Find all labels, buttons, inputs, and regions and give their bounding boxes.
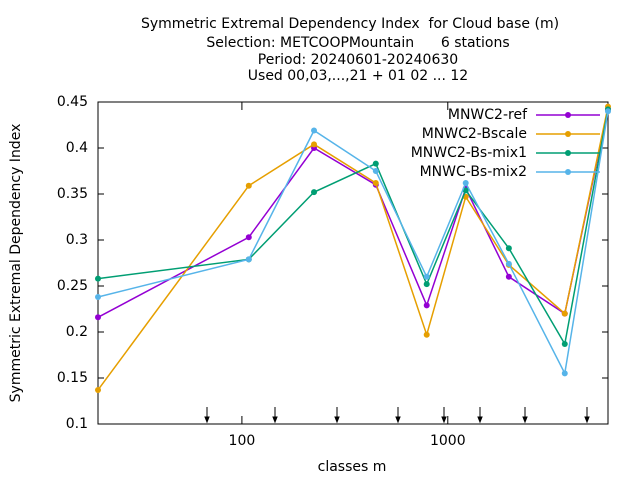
legend-label: MNWC2-ref bbox=[448, 107, 528, 123]
point bbox=[605, 108, 611, 115]
point bbox=[505, 260, 512, 267]
y-tick-label: 0.35 bbox=[57, 186, 88, 202]
legend-marker bbox=[565, 112, 571, 118]
point bbox=[372, 179, 379, 186]
point bbox=[505, 273, 512, 280]
x-tick-label: 100 bbox=[229, 433, 256, 449]
arrows bbox=[204, 407, 590, 424]
y-tick-label: 0.3 bbox=[66, 232, 88, 248]
legend-label: MNWC2-Bs-mix1 bbox=[411, 145, 527, 161]
y-tick-label: 0.1 bbox=[66, 416, 88, 432]
point bbox=[372, 160, 379, 167]
x-tick-label: 1000 bbox=[430, 433, 466, 449]
y-tick-label: 0.25 bbox=[57, 278, 88, 294]
point bbox=[95, 314, 101, 321]
point bbox=[245, 234, 252, 241]
title-line: Symmetric Extremal Dependency Index for … bbox=[141, 16, 559, 32]
point bbox=[561, 340, 568, 347]
y-tick-label: 0.15 bbox=[57, 370, 88, 386]
point bbox=[245, 182, 252, 189]
point bbox=[372, 168, 379, 174]
point bbox=[245, 256, 252, 263]
legend-marker bbox=[565, 150, 571, 156]
point bbox=[423, 302, 430, 309]
legend-label: MNWC-Bs-mix2 bbox=[420, 164, 527, 180]
plot-frame bbox=[97, 101, 609, 425]
y-axis-label: Symmetric Extremal Dependency Index bbox=[8, 124, 24, 403]
point bbox=[505, 245, 512, 252]
point bbox=[462, 187, 469, 194]
y-tick-label: 0.45 bbox=[57, 94, 88, 110]
point bbox=[311, 141, 318, 148]
point bbox=[561, 370, 568, 377]
title-line: Used 00,03,...,21 + 01 02 ... 12 bbox=[248, 68, 468, 84]
point bbox=[462, 179, 469, 186]
point bbox=[423, 273, 430, 280]
point bbox=[95, 275, 101, 282]
y-tick-label: 0.2 bbox=[66, 324, 88, 340]
title-line: Selection: METCOOPMountain 6 stations bbox=[206, 35, 509, 51]
point bbox=[95, 386, 101, 393]
point bbox=[311, 189, 318, 196]
y-tick-label: 0.4 bbox=[66, 140, 88, 156]
point bbox=[561, 310, 568, 317]
point bbox=[423, 281, 430, 288]
point bbox=[311, 127, 318, 134]
point bbox=[95, 294, 101, 301]
legend-marker bbox=[565, 131, 571, 137]
point bbox=[423, 331, 430, 338]
legend-marker bbox=[565, 169, 571, 175]
x-axis-label: classes m bbox=[318, 459, 387, 475]
legend-label: MNWC2-Bscale bbox=[422, 126, 527, 142]
title-line: Period: 20240601-20240630 bbox=[258, 52, 458, 68]
